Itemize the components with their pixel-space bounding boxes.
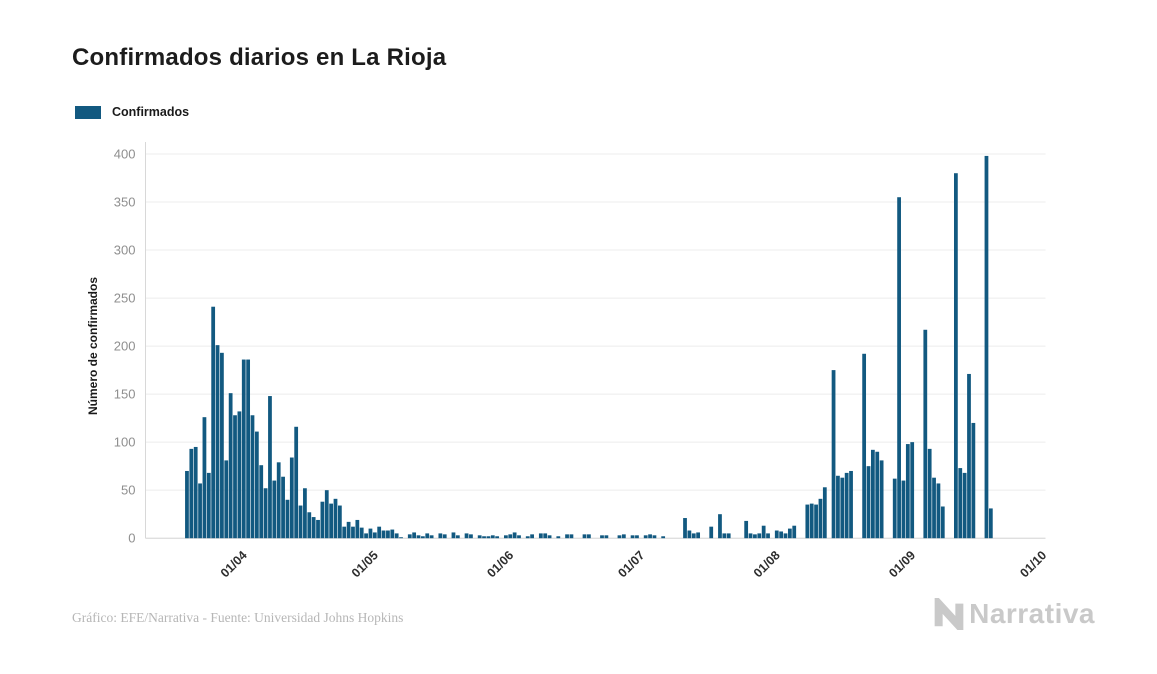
legend-item-confirmados[interactable]: Confirmados [75,105,189,119]
svg-text:350: 350 [114,195,136,210]
chart-title: Confirmados diarios en La Rioja [72,44,447,71]
svg-text:0: 0 [128,531,135,546]
svg-text:01/05: 01/05 [349,548,381,580]
narrativa-logo: Narrativa [933,598,1095,630]
svg-text:01/10: 01/10 [1017,548,1049,580]
svg-text:01/06: 01/06 [484,548,516,580]
svg-text:200: 200 [114,339,136,354]
narrativa-logo-icon [934,598,964,630]
svg-text:01/08: 01/08 [751,548,783,580]
svg-text:01/09: 01/09 [886,548,918,580]
svg-text:150: 150 [114,387,136,402]
svg-text:01/04: 01/04 [218,548,250,580]
legend-swatch [75,105,101,119]
legend-label: Confirmados [112,105,190,119]
svg-text:01/07: 01/07 [615,548,647,580]
chart-credit: Gráfico: EFE/Narrativa - Fuente: Univers… [72,610,404,625]
svg-text:100: 100 [114,435,136,450]
svg-text:Número de confirmados: Número de confirmados [86,277,100,415]
svg-text:50: 50 [121,483,135,498]
narrativa-logo-text: Narrativa [969,598,1095,629]
svg-text:250: 250 [114,291,136,306]
svg-text:300: 300 [114,243,136,258]
svg-text:400: 400 [114,147,136,162]
